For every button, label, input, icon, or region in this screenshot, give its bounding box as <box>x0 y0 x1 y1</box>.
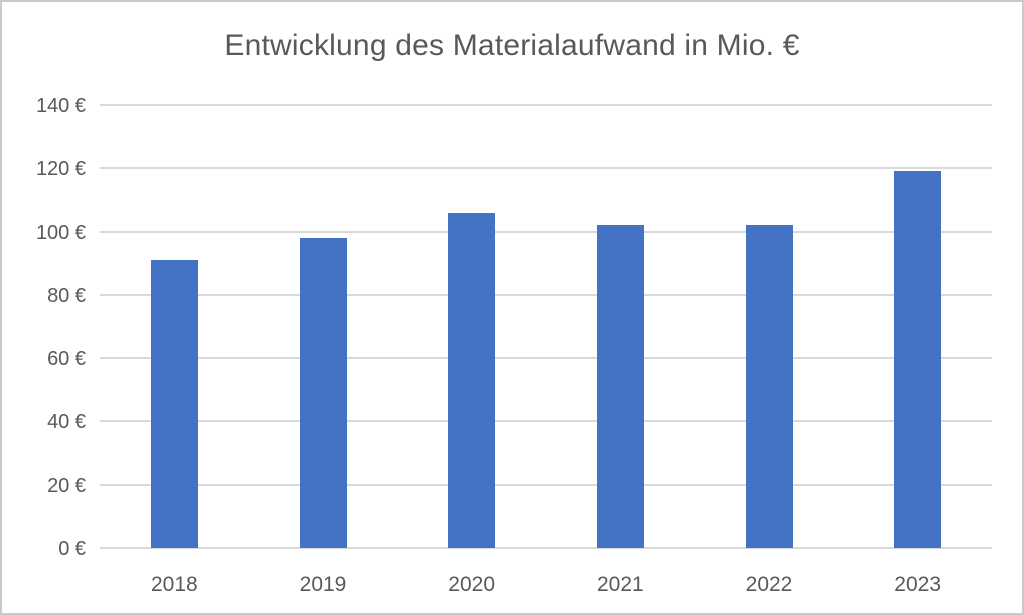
bar-2019 <box>299 237 347 548</box>
bar-2018 <box>150 260 198 548</box>
y-tick-label: 80 € <box>47 284 86 307</box>
y-axis: 0 € 20 € 40 € 60 € 80 € 100 € 120 € 140 € <box>2 95 86 560</box>
gridline <box>100 167 992 170</box>
gridline <box>100 357 992 360</box>
gridline <box>100 420 992 423</box>
gridline <box>100 293 992 296</box>
plot-area <box>100 104 992 549</box>
chart-title: Entwicklung des Materialaufwand in Mio. … <box>224 29 800 62</box>
y-tick-label: 60 € <box>47 348 86 371</box>
gridline <box>100 483 992 486</box>
y-tick-label: 0 € <box>58 538 86 560</box>
gridline <box>100 104 992 106</box>
x-tick-label: 2018 <box>150 573 198 596</box>
y-tick-label: 20 € <box>47 474 86 497</box>
y-tick-label: 120 € <box>35 158 86 181</box>
gridline <box>100 230 992 233</box>
bar-2023 <box>894 171 942 548</box>
x-tick-label: 2021 <box>596 573 644 596</box>
y-tick-label: 140 € <box>35 95 86 117</box>
y-tick-label: 40 € <box>47 411 86 434</box>
x-tick-label: 2022 <box>745 573 793 596</box>
x-tick-label: 2020 <box>448 573 496 596</box>
bar-2022 <box>745 225 793 548</box>
bar-2020 <box>448 212 496 548</box>
x-tick-label: 2019 <box>299 573 347 596</box>
x-axis: 2018 2019 2020 2021 2022 2023 <box>100 572 992 600</box>
bar-2021 <box>596 225 644 548</box>
x-axis-line <box>100 547 992 549</box>
x-tick-label: 2023 <box>894 573 942 596</box>
y-tick-label: 100 € <box>35 221 86 244</box>
